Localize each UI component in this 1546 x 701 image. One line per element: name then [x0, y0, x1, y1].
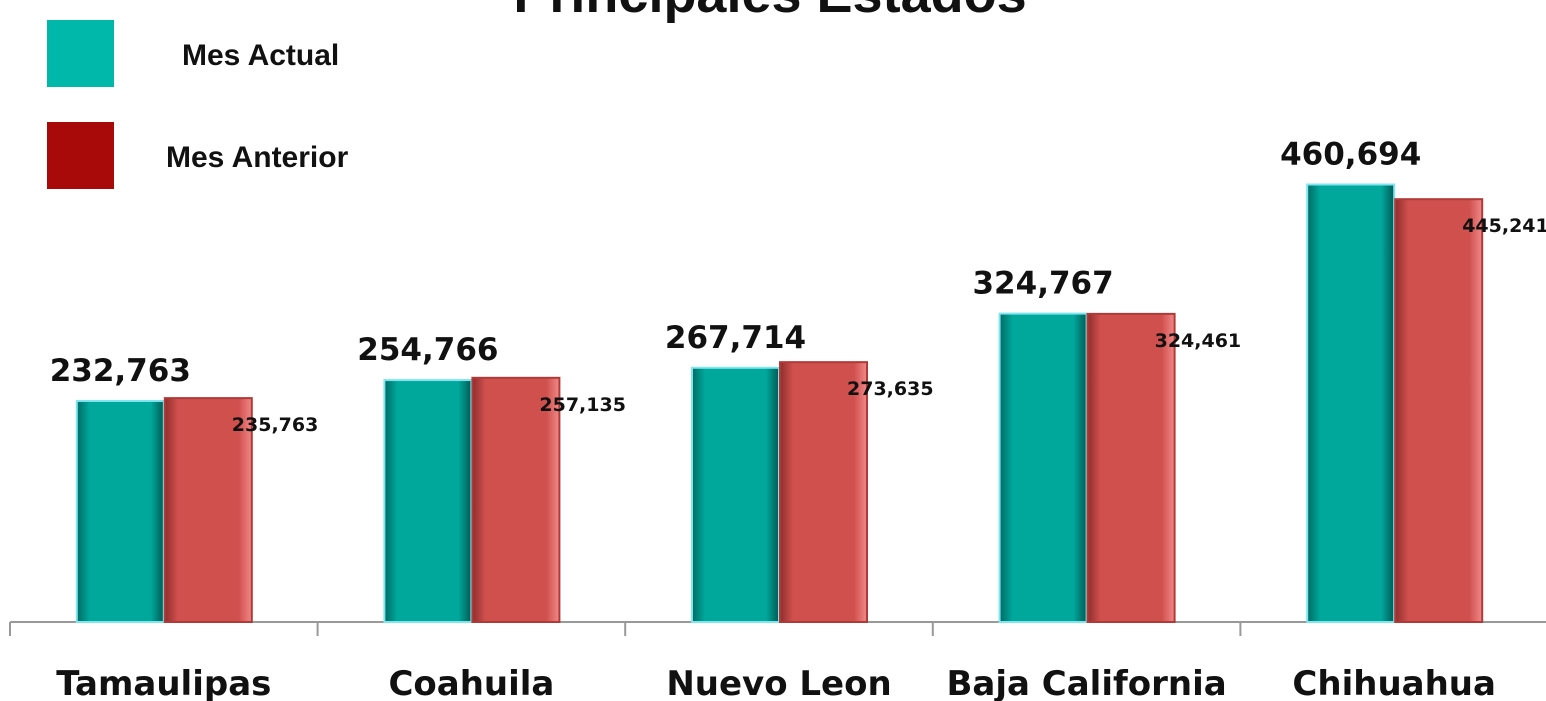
legend-label: Mes Actual — [182, 39, 339, 72]
value-label: 273,635 — [847, 378, 934, 400]
legend-swatch — [47, 122, 114, 189]
value-label: 257,135 — [539, 394, 626, 416]
value-label: 324,461 — [1155, 330, 1242, 352]
bar — [163, 397, 253, 623]
bar — [691, 366, 780, 624]
value-label: 460,694 — [1280, 137, 1421, 173]
value-label: 324,767 — [972, 266, 1113, 302]
bar — [471, 376, 561, 623]
x-tick-label: Baja California — [946, 664, 1226, 701]
value-label: 254,766 — [357, 332, 498, 368]
bar — [1086, 312, 1176, 623]
value-label: 235,763 — [232, 414, 319, 436]
x-tick-label: Coahuila — [388, 664, 554, 701]
bar — [1394, 198, 1484, 624]
bar — [1306, 183, 1396, 623]
x-tick-label: Tamaulipas — [56, 664, 271, 701]
legend-swatch — [47, 20, 114, 87]
bar — [383, 379, 473, 624]
value-label: 232,763 — [50, 353, 191, 389]
x-tick-label: Chihuahua — [1292, 664, 1496, 701]
value-label: 267,714 — [665, 320, 806, 356]
bar — [998, 312, 1088, 623]
x-tick-label: Nuevo Leon — [666, 664, 891, 701]
chart-title: Principales Estados — [513, 0, 1026, 24]
value-label: 445,241 — [1462, 215, 1546, 237]
bar — [779, 361, 868, 623]
legend-label: Mes Anterior — [166, 141, 349, 174]
bar — [75, 399, 165, 623]
